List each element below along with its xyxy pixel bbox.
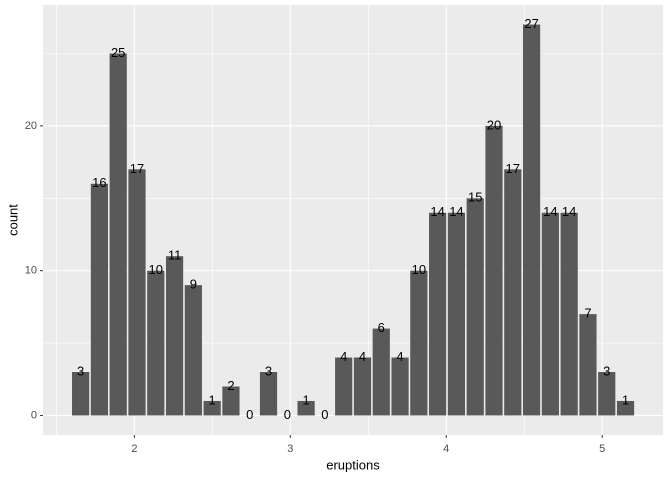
bar (447, 212, 466, 416)
bar (616, 400, 635, 416)
bar (560, 212, 578, 416)
value-label: 1 (302, 392, 309, 407)
x-tick-label: 2 (131, 443, 137, 455)
value-label: 14 (543, 204, 557, 219)
bar (466, 198, 484, 416)
bar (353, 357, 372, 416)
value-label: 6 (378, 320, 385, 335)
value-label: 4 (359, 349, 366, 364)
value-label: 15 (468, 190, 482, 205)
bar (222, 386, 240, 416)
bar (259, 372, 278, 416)
bar (504, 169, 522, 416)
bar (184, 285, 202, 416)
value-label: 16 (92, 175, 106, 190)
value-label: 1 (622, 392, 629, 407)
bar (203, 400, 221, 416)
bar (598, 372, 616, 416)
value-label: 0 (284, 407, 291, 422)
value-label: 3 (603, 363, 610, 378)
value-label: 25 (111, 45, 125, 60)
value-label: 7 (584, 306, 591, 321)
bar (147, 270, 165, 416)
bar (128, 169, 146, 416)
bar (522, 24, 541, 416)
bar (485, 125, 503, 416)
bar (90, 183, 109, 416)
value-label: 17 (130, 161, 144, 176)
bar (579, 314, 597, 416)
bar (410, 270, 428, 416)
value-label: 0 (321, 407, 328, 422)
value-label: 27 (524, 16, 538, 31)
bar (541, 212, 559, 416)
y-tick-label: 20 (25, 120, 37, 132)
value-label: 17 (506, 161, 520, 176)
value-label: 10 (149, 262, 163, 277)
panel-background (43, 5, 663, 435)
value-label: 14 (562, 204, 576, 219)
value-label: 10 (412, 262, 426, 277)
bar (372, 328, 390, 416)
value-label: 20 (487, 117, 501, 132)
bar (391, 357, 409, 416)
bar (297, 400, 315, 416)
bar (109, 53, 127, 416)
bar (429, 212, 447, 416)
value-label: 9 (190, 277, 197, 292)
value-label: 0 (246, 407, 253, 422)
value-label: 14 (449, 204, 463, 219)
value-label: 4 (340, 349, 347, 364)
value-label: 14 (430, 204, 444, 219)
x-tick-label: 5 (599, 443, 605, 455)
y-tick-label: 10 (25, 265, 37, 277)
y-tick-label: 0 (31, 409, 37, 421)
x-tick-label: 4 (443, 443, 449, 455)
value-label: 3 (77, 363, 84, 378)
bar (335, 357, 353, 416)
value-label: 1 (209, 392, 216, 407)
x-tick-label: 3 (287, 443, 293, 455)
value-label: 11 (168, 248, 182, 263)
bar (72, 372, 90, 416)
y-axis-title: count (5, 204, 20, 236)
value-label: 3 (265, 363, 272, 378)
value-label: 4 (396, 349, 403, 364)
x-axis-title: eruptions (326, 457, 380, 472)
bar (165, 256, 184, 416)
value-label: 2 (227, 378, 234, 393)
